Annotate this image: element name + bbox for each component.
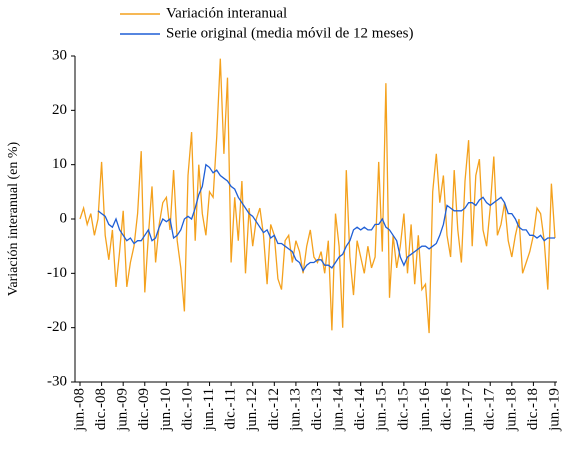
x-tick-label: jun.-18 xyxy=(503,388,519,432)
x-tick-label: jun.-09 xyxy=(115,388,131,432)
y-tick-label: 0 xyxy=(60,210,68,226)
y-tick-label: -20 xyxy=(47,319,67,335)
x-tick-label: dic.-18 xyxy=(525,388,541,430)
y-tick-label: 20 xyxy=(52,102,67,118)
y-tick-label: -30 xyxy=(47,373,67,389)
x-tick-label: dic.-10 xyxy=(179,388,195,430)
x-tick-label: jun.-13 xyxy=(287,388,303,432)
x-tick-label: jun.-08 xyxy=(71,388,87,432)
x-tick-label: dic.-11 xyxy=(223,388,239,430)
x-tick-label: dic.-13 xyxy=(309,388,325,430)
x-tick-label: dic.-09 xyxy=(136,388,152,430)
y-tick-label: -10 xyxy=(47,265,67,281)
legend-label: Variación interanual xyxy=(166,5,287,21)
series-line xyxy=(97,163,555,272)
x-tick-label: dic.-17 xyxy=(482,388,498,431)
x-tick-label: dic.-12 xyxy=(266,388,282,430)
x-tick-label: jun.-14 xyxy=(331,388,347,432)
y-tick-label: 30 xyxy=(52,47,67,63)
x-tick-label: jun.-15 xyxy=(374,388,390,432)
x-tick-label: jun.-10 xyxy=(158,388,174,432)
x-tick-label: jun.-17 xyxy=(460,388,476,432)
y-tick-label: 10 xyxy=(52,156,67,172)
x-tick-label: dic.-14 xyxy=(352,388,368,431)
x-tick-label: dic.-15 xyxy=(395,388,411,430)
y-axis-label: Variación interanual (en %) xyxy=(6,142,21,297)
series-line xyxy=(79,58,556,334)
x-tick-label: jun.-12 xyxy=(244,388,260,432)
x-tick-label: jun.-16 xyxy=(417,388,433,432)
x-tick-label: dic.-08 xyxy=(93,388,109,430)
x-tick-label: jun.-19 xyxy=(546,388,562,432)
legend-label: Serie original (media móvil de 12 meses) xyxy=(166,25,413,41)
x-tick-label: jun.-11 xyxy=(201,388,217,431)
x-tick-label: dic.-16 xyxy=(438,388,454,431)
